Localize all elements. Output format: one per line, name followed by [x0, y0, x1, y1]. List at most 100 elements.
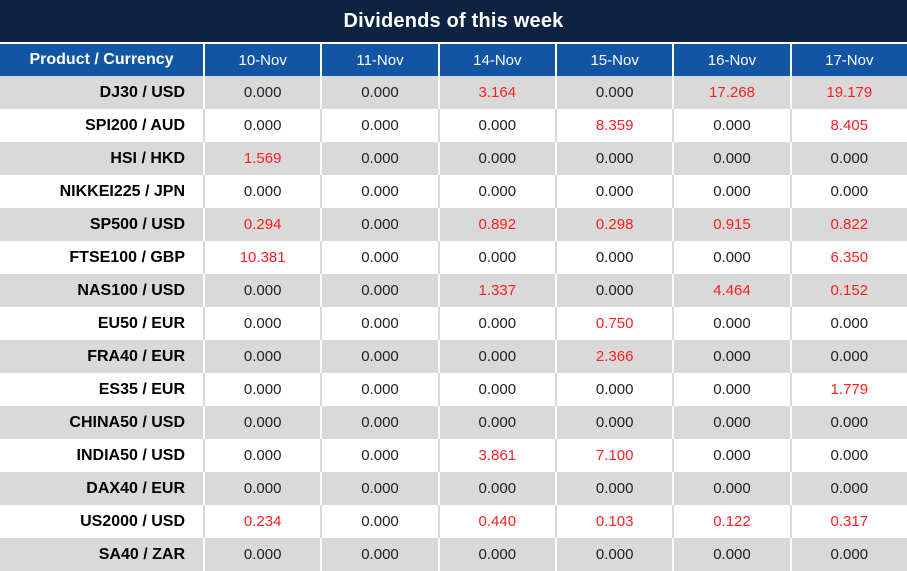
product-currency-cell: DJ30 / USD	[99, 83, 185, 101]
dividend-value-cell: 0.000	[203, 373, 320, 406]
dividend-value-cell: 0.750	[554, 307, 672, 340]
dividend-value-cell: 4.464	[672, 274, 789, 307]
dividend-value-cell: 0.000	[437, 472, 555, 505]
dividend-value-cell: 0.000	[437, 373, 555, 406]
table-row: HSI / HKD 1.569 0.000 0.000 0.000 0.000 0.000	[0, 142, 907, 175]
dividend-value-cell: 0.000	[320, 175, 437, 208]
dividend-value-cell: 0.000	[320, 307, 437, 340]
product-currency-cell: SPI200 / AUD	[85, 116, 185, 134]
dividend-value-cell: 0.000	[437, 307, 555, 340]
column-header-10-nov: 10-Nov	[203, 44, 320, 76]
dividend-value-cell: 0.000	[203, 175, 320, 208]
table-row: SPI200 / AUD 0.000 0.000 0.000 8.359 0.000 8.4…	[0, 109, 907, 142]
dividend-value-cell: 0.892	[437, 208, 555, 241]
product-currency-cell: NIKKEI225 / JPN	[59, 182, 185, 200]
dividend-value-cell: 0.103	[554, 505, 672, 538]
dividend-value-cell: 3.861	[437, 439, 555, 472]
dividend-value-cell: 0.440	[437, 505, 555, 538]
product-currency-cell: FRA40 / EUR	[87, 347, 185, 365]
dividend-value-cell: 0.000	[789, 406, 907, 439]
dividend-value-cell: 0.000	[320, 538, 437, 571]
dividend-value-cell: 0.152	[789, 274, 907, 307]
dividend-value-cell: 0.000	[672, 307, 789, 340]
dividend-value-cell: 0.000	[554, 373, 672, 406]
table-row: DAX40 / EUR 0.000 0.000 0.000 0.000 0.000 0.00…	[0, 472, 907, 505]
dividend-value-cell: 0.000	[672, 373, 789, 406]
dividend-value-cell: 0.000	[437, 406, 555, 439]
dividend-value-cell: 0.000	[554, 538, 672, 571]
dividend-value-cell: 0.000	[320, 439, 437, 472]
column-header-14-nov: 14-Nov	[437, 44, 555, 76]
dividend-value-cell: 0.000	[672, 175, 789, 208]
table-row: FRA40 / EUR 0.000 0.000 0.000 2.366 0.000 0.00…	[0, 340, 907, 373]
dividend-value-cell: 0.000	[203, 307, 320, 340]
dividend-value-cell: 0.000	[320, 373, 437, 406]
dividend-value-cell: 0.000	[320, 241, 437, 274]
product-currency-cell: US2000 / USD	[80, 512, 185, 530]
column-header-17-nov: 17-Nov	[789, 44, 907, 76]
dividend-value-cell: 0.000	[672, 472, 789, 505]
column-header-16-nov: 16-Nov	[672, 44, 789, 76]
dividend-value-cell: 0.000	[203, 76, 320, 109]
table-row: FTSE100 / GBP 10.381 0.000 0.000 0.000 0.000 6…	[0, 241, 907, 274]
dividend-value-cell: 0.000	[320, 76, 437, 109]
dividend-value-cell: 17.268	[672, 76, 789, 109]
dividend-value-cell: 0.000	[554, 241, 672, 274]
table-row: INDIA50 / USD 0.000 0.000 3.861 7.100 0.000 0.…	[0, 439, 907, 472]
dividend-value-cell: 0.000	[320, 274, 437, 307]
product-currency-cell: INDIA50 / USD	[76, 446, 185, 464]
table-body: DJ30 / USD 0.000 0.000 3.164 0.000 17.268 19.1…	[0, 76, 907, 571]
product-currency-cell: FTSE100 / GBP	[69, 248, 185, 266]
dividend-value-cell: 0.000	[554, 142, 672, 175]
dividend-value-cell: 0.000	[554, 274, 672, 307]
dividend-value-cell: 0.000	[203, 109, 320, 142]
table-row: NIKKEI225 / JPN 0.000 0.000 0.000 0.000 0.000…	[0, 175, 907, 208]
dividend-value-cell: 0.000	[789, 175, 907, 208]
dividend-value-cell: 0.000	[320, 142, 437, 175]
dividend-value-cell: 0.000	[789, 307, 907, 340]
dividend-value-cell: 0.000	[203, 472, 320, 505]
dividend-value-cell: 19.179	[789, 76, 907, 109]
dividend-value-cell: 0.000	[437, 340, 555, 373]
table-row: SA40 / ZAR 0.000 0.000 0.000 0.000 0.000 0.000	[0, 538, 907, 571]
dividend-value-cell: 0.000	[789, 472, 907, 505]
table-row: DJ30 / USD 0.000 0.000 3.164 0.000 17.268 19.1…	[0, 76, 907, 109]
dividend-value-cell: 0.000	[672, 340, 789, 373]
dividend-value-cell: 0.000	[320, 340, 437, 373]
dividend-value-cell: 1.779	[789, 373, 907, 406]
table-row: CHINA50 / USD 0.000 0.000 0.000 0.000 0.000 0.…	[0, 406, 907, 439]
dividend-value-cell: 0.000	[672, 142, 789, 175]
dividend-value-cell: 8.359	[554, 109, 672, 142]
dividend-value-cell: 0.234	[203, 505, 320, 538]
column-header-11-nov: 11-Nov	[320, 44, 437, 76]
dividend-value-cell: 0.122	[672, 505, 789, 538]
dividend-value-cell: 0.000	[320, 109, 437, 142]
dividend-value-cell: 0.000	[554, 406, 672, 439]
table-row: US2000 / USD 0.234 0.000 0.440 0.103 0.122 0.3…	[0, 505, 907, 538]
dividend-value-cell: 0.000	[437, 241, 555, 274]
page-title: Dividends of this week	[343, 9, 564, 32]
dividend-value-cell: 0.000	[320, 406, 437, 439]
dividend-value-cell: 6.350	[789, 241, 907, 274]
dividend-value-cell: 0.822	[789, 208, 907, 241]
dividend-value-cell: 0.000	[672, 109, 789, 142]
dividend-value-cell: 0.000	[789, 538, 907, 571]
product-currency-cell: EU50 / EUR	[97, 314, 185, 332]
dividend-value-cell: 0.000	[203, 406, 320, 439]
product-currency-cell: SP500 / USD	[89, 215, 185, 233]
dividend-value-cell: 0.000	[437, 142, 555, 175]
dividend-value-cell: 8.405	[789, 109, 907, 142]
dividend-value-cell: 3.164	[437, 76, 555, 109]
dividend-value-cell: 0.000	[203, 274, 320, 307]
dividend-value-cell: 0.000	[554, 175, 672, 208]
table-row: NAS100 / USD 0.000 0.000 1.337 0.000 4.464 0.1…	[0, 274, 907, 307]
dividend-value-cell: 0.000	[672, 439, 789, 472]
dividend-value-cell: 0.000	[437, 538, 555, 571]
dividend-value-cell: 0.000	[554, 76, 672, 109]
dividend-value-cell: 0.000	[554, 472, 672, 505]
table-header-row: Product / Currency 10-Nov 11-Nov 14-Nov …	[0, 44, 907, 76]
dividend-value-cell: 1.337	[437, 274, 555, 307]
dividend-value-cell: 0.000	[789, 439, 907, 472]
dividend-value-cell: 0.000	[203, 538, 320, 571]
